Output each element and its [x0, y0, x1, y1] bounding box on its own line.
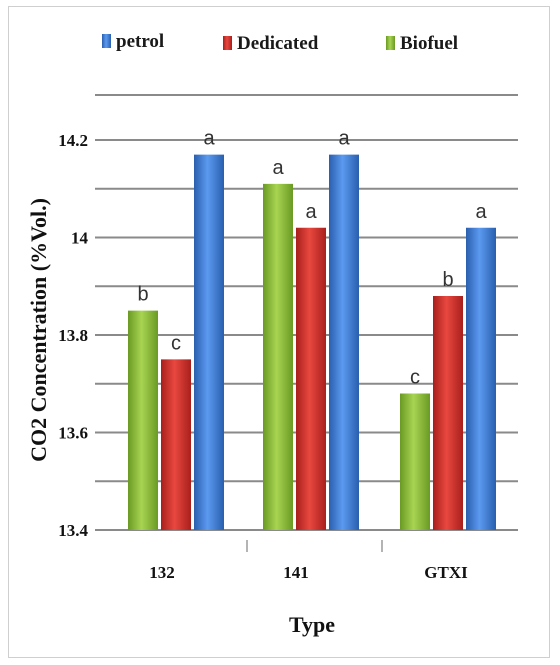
- bar-petrol-gtxi: [466, 227, 496, 530]
- data-label: a: [272, 157, 284, 179]
- data-label: a: [338, 128, 350, 150]
- bar-dedicated-132: [161, 359, 191, 530]
- y-tick-label: 13.6: [58, 424, 88, 443]
- y-tick-labels: 13.4 13.6 13.8 14 14.2: [58, 131, 88, 540]
- legend: petrol Dedicated Biofuel: [102, 31, 458, 54]
- x-category-labels: 132 141 GTXI: [149, 540, 468, 582]
- x-axis-title: Type: [289, 612, 335, 637]
- bar-petrol-132: [194, 154, 224, 530]
- bar-dedicated-gtxi: [433, 296, 463, 530]
- data-label: a: [305, 201, 317, 223]
- y-tick-label: 14.2: [58, 131, 88, 150]
- bar-petrol-141: [329, 154, 359, 530]
- data-label: c: [171, 332, 181, 354]
- data-label: a: [475, 201, 487, 223]
- legend-swatch-dedicated: [223, 36, 232, 50]
- y-tick-label: 14: [71, 229, 89, 248]
- data-label: c: [410, 367, 420, 389]
- data-label: b: [137, 284, 148, 306]
- data-label: a: [203, 128, 215, 150]
- x-category-label: GTXI: [424, 563, 468, 582]
- bars: [128, 154, 496, 530]
- legend-swatch-biofuel: [386, 36, 395, 50]
- bar-biofuel-132: [128, 310, 158, 530]
- legend-label-biofuel: Biofuel: [400, 33, 458, 54]
- x-category-label: 141: [283, 563, 309, 582]
- data-label: b: [442, 269, 453, 291]
- bar-biofuel-gtxi: [400, 393, 430, 530]
- bar-biofuel-141: [263, 183, 293, 530]
- y-axis-title: CO2 Concentration (%Vol.): [26, 198, 51, 462]
- x-category-label: 132: [149, 563, 175, 582]
- legend-swatch-petrol: [102, 34, 111, 48]
- legend-label-dedicated: Dedicated: [237, 33, 319, 54]
- legend-label-petrol: petrol: [116, 31, 164, 52]
- bar-dedicated-141: [296, 227, 326, 530]
- y-tick-label: 13.4: [58, 521, 88, 540]
- y-tick-label: 13.8: [58, 326, 88, 345]
